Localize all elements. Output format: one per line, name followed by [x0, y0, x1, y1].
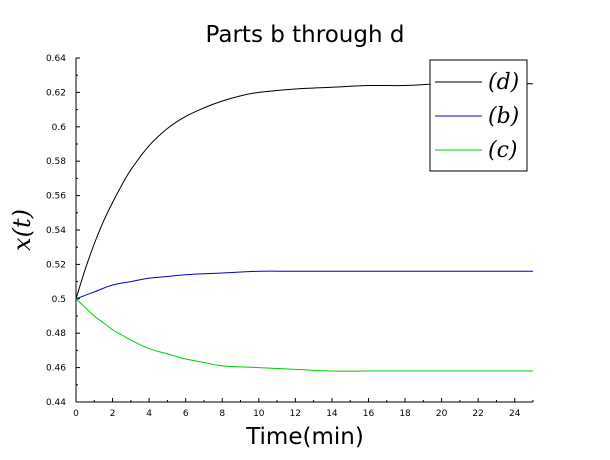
- series-line-0: [75, 83, 533, 299]
- y-tick-label: 0.62: [46, 88, 66, 98]
- x-axis-label: Time(min): [245, 424, 364, 450]
- y-tick-label: 0.44: [46, 398, 66, 408]
- legend: (d) (b) (c): [429, 59, 528, 172]
- x-tick-label: 18: [399, 409, 411, 419]
- series-layer: [75, 83, 533, 372]
- y-tick-label: 0.46: [46, 364, 66, 374]
- x-tick-label: 12: [290, 409, 301, 419]
- y-tick-label: 0.58: [46, 157, 66, 167]
- y-tick-label: 0.52: [46, 260, 66, 270]
- series-line-1: [75, 270, 533, 300]
- legend-label-0: (d): [488, 70, 519, 95]
- x-tick-label: 14: [326, 409, 338, 419]
- x-tick-label: 10: [253, 409, 265, 419]
- chart-title: Parts b through d: [206, 22, 405, 48]
- x-tick-label: 4: [146, 409, 152, 419]
- y-axis-label: x(t): [8, 209, 36, 251]
- y-tick-label: 0.54: [46, 226, 66, 236]
- axes: 0 2 4 6 8 10 12 14 16 18 20 22 240.440.460.480.50.52…: [46, 54, 534, 419]
- x-tick-label: 6: [183, 409, 189, 419]
- x-tick-label: 2: [110, 409, 116, 419]
- x-tick-label: 24: [509, 409, 521, 419]
- x-tick-label: 16: [363, 409, 375, 419]
- y-tick-label: 0.64: [46, 54, 66, 64]
- y-tick-label: 0.56: [46, 192, 66, 202]
- y-tick-label: 0.5: [52, 295, 66, 305]
- x-tick-label: 0: [73, 409, 79, 419]
- x-tick-label: 20: [436, 409, 448, 419]
- series-line-2: [75, 298, 533, 372]
- x-tick-label: 22: [472, 409, 483, 419]
- x-tick-label: 8: [219, 409, 225, 419]
- y-tick-label: 0.48: [46, 329, 66, 339]
- y-tick-label: 0.6: [52, 123, 67, 133]
- legend-label-2: (c): [488, 138, 518, 163]
- legend-label-1: (b): [488, 104, 519, 129]
